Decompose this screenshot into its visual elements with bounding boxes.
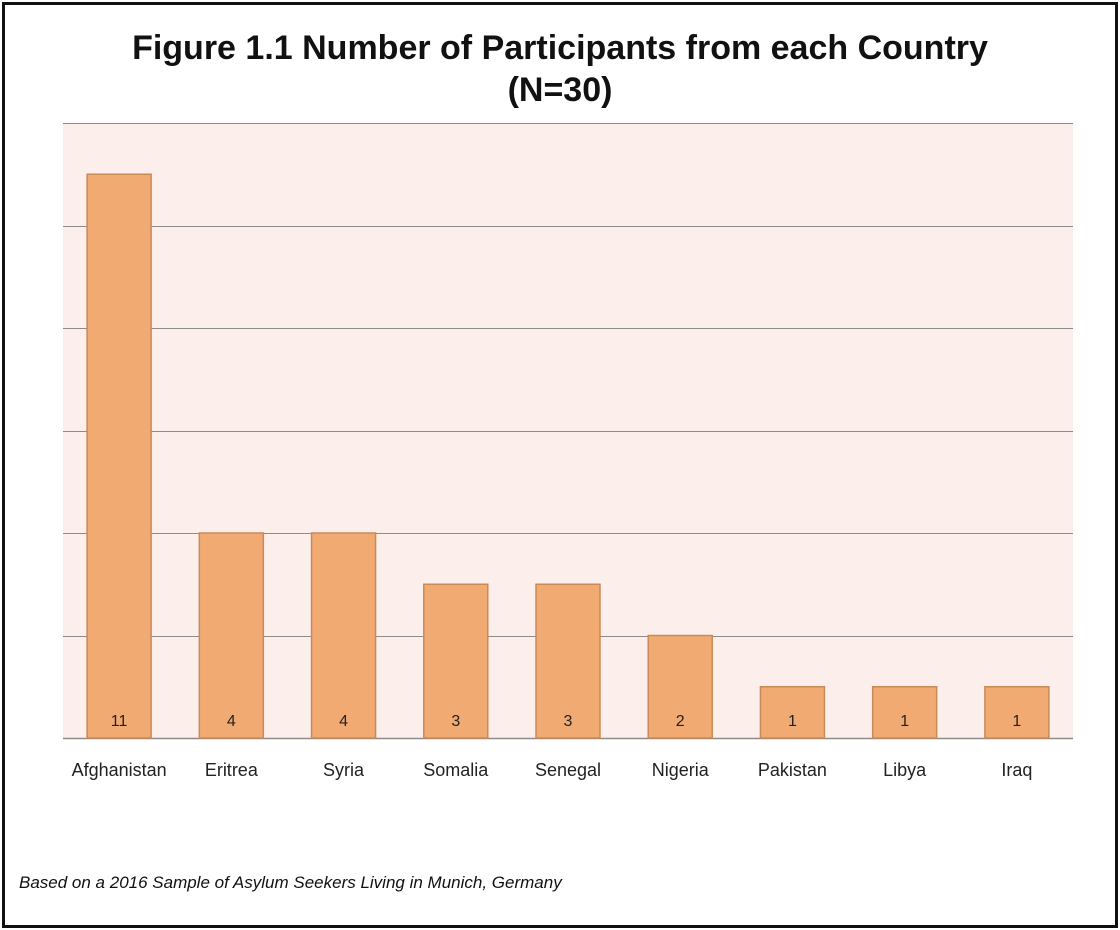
x-axis-tick-labels: Afghanistan Eritrea Syria Somalia Senegal Nig… xyxy=(72,760,1033,780)
bar-iraq xyxy=(984,686,1050,739)
data-label-nigeria: 2 xyxy=(676,713,685,730)
x-tick-label-syria: Syria xyxy=(323,760,365,780)
bar-somalia xyxy=(423,583,489,739)
x-tick-label-eritrea: Eritrea xyxy=(205,760,259,780)
bar-libya xyxy=(871,686,938,739)
data-label-iraq: 1 xyxy=(1012,713,1021,730)
bar-afghanistan xyxy=(86,173,152,739)
x-tick-label-libya: Libya xyxy=(883,760,927,780)
chart-title: Figure 1.1 Number of Participants from e… xyxy=(132,29,988,67)
x-tick-label-somalia: Somalia xyxy=(423,760,489,780)
x-tick-label-pakistan: Pakistan xyxy=(758,760,827,780)
bar-eritrea xyxy=(198,532,265,739)
data-label-somalia: 3 xyxy=(451,713,460,730)
bar-syria xyxy=(310,532,377,739)
bars xyxy=(86,173,1050,739)
bar-chart: 11 4 4 3 3 2 1 1 1 Afghanistan Eritrea Syria Somali… xyxy=(63,123,1073,780)
bar-pakistan xyxy=(759,686,826,739)
x-tick-label-nigeria: Nigeria xyxy=(652,760,710,780)
data-label-syria: 4 xyxy=(339,713,348,730)
chart-title-block: Figure 1.1 Number of Participants from e… xyxy=(5,27,1115,111)
data-label-eritrea: 4 xyxy=(227,713,236,730)
bar-senegal xyxy=(535,583,601,739)
chart-subtitle: (N=30) xyxy=(507,71,613,109)
bar-nigeria xyxy=(647,634,713,739)
x-tick-label-iraq: Iraq xyxy=(1001,760,1032,780)
data-label-senegal: 3 xyxy=(564,713,573,730)
x-tick-label-afghanistan: Afghanistan xyxy=(72,760,167,780)
footnote: Based on a 2016 Sample of Asylum Seekers… xyxy=(19,873,562,892)
data-label-afghanistan: 11 xyxy=(111,713,128,730)
data-label-libya: 1 xyxy=(900,713,909,730)
x-tick-label-senegal: Senegal xyxy=(535,760,601,780)
data-labels: 11 4 4 3 3 2 1 1 1 xyxy=(111,713,1022,730)
data-label-pakistan: 1 xyxy=(788,713,797,730)
